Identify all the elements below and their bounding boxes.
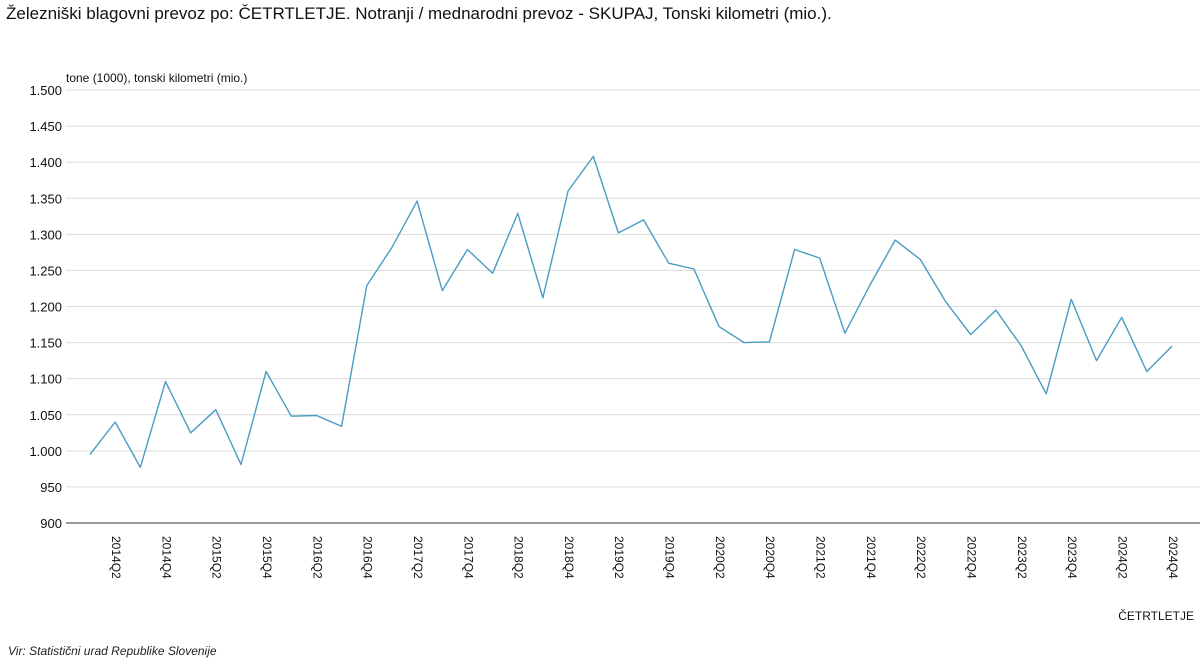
x-tick-label: 2016Q2 [310, 536, 324, 579]
y-axis-label: tone (1000), tonski kilometri (mio.) [66, 71, 247, 85]
data-point [816, 254, 824, 262]
x-tick-label: 2016Q4 [361, 536, 375, 579]
data-point [312, 411, 320, 419]
x-tick-label: 2018Q4 [562, 536, 576, 579]
data-point [187, 429, 195, 437]
y-tick-label: 950 [40, 480, 62, 495]
series-line [89, 155, 1173, 469]
chart-title: Železniški blagovni prevoz po: ČETRTLETJ… [6, 4, 832, 23]
x-tick-label: 2017Q2 [411, 536, 425, 579]
x-tick-label: 2015Q2 [210, 536, 224, 579]
data-point [338, 422, 346, 430]
data-point [765, 338, 773, 346]
y-tick-label: 1.050 [29, 408, 62, 423]
x-tick-label: 2020Q2 [713, 536, 727, 579]
data-point [463, 245, 471, 253]
x-tick-label: 2014Q4 [159, 536, 173, 579]
y-tick-label: 1.200 [29, 300, 62, 315]
data-point [489, 269, 497, 277]
x-tick-label: 2023Q4 [1065, 536, 1079, 579]
data-point [111, 418, 119, 426]
grid-lines [66, 89, 1200, 488]
data-point [237, 461, 245, 469]
x-tick-label: 2017Q4 [461, 536, 475, 579]
x-tick-label: 2018Q2 [512, 536, 526, 579]
y-tick-label: 900 [40, 516, 62, 531]
data-point [942, 297, 950, 305]
y-tick-label: 1.000 [29, 444, 62, 459]
x-axis-label: ČETRTLETJE [1118, 608, 1194, 623]
data-point [1017, 341, 1025, 349]
data-point [891, 236, 899, 244]
x-tick-label: 2024Q2 [1116, 536, 1130, 579]
source-note: Vir: Statistični urad Republike Slovenij… [8, 644, 217, 658]
data-point [262, 367, 270, 375]
x-tick-label: 2022Q2 [914, 536, 928, 579]
data-point [287, 412, 295, 420]
x-tick-label: 2021Q4 [864, 536, 878, 579]
data-point [665, 259, 673, 267]
data-point [690, 265, 698, 273]
x-tick-label: 2021Q2 [814, 536, 828, 579]
data-point [564, 187, 572, 195]
data-point [640, 216, 648, 224]
data-point [363, 282, 371, 290]
data-point [916, 256, 924, 264]
data-point [1042, 390, 1050, 398]
data-point [212, 406, 220, 414]
y-tick-label: 1.100 [29, 372, 62, 387]
data-point [614, 229, 622, 237]
data-point [86, 450, 94, 458]
data-point [1143, 367, 1151, 375]
data-point [715, 323, 723, 331]
y-tick-label: 1.400 [29, 155, 62, 170]
data-point [589, 152, 597, 160]
data-point [1093, 357, 1101, 365]
data-point [967, 331, 975, 339]
x-axis-ticks: 2014Q2 2014Q4 2015Q2 2015Q4 2016Q2 2016Q4 2017… [109, 536, 1180, 579]
y-tick-label: 1.450 [29, 119, 62, 134]
x-tick-label: 2022Q4 [965, 536, 979, 579]
data-point [388, 243, 396, 251]
x-tick-label: 2023Q2 [1015, 536, 1029, 579]
y-tick-label: 1.350 [29, 191, 62, 206]
x-tick-label: 2019Q2 [612, 536, 626, 579]
data-point [740, 339, 748, 347]
data-point [791, 245, 799, 253]
data-point [1067, 295, 1075, 303]
data-point [136, 463, 144, 471]
data-point [992, 306, 1000, 314]
y-tick-label: 1.150 [29, 336, 62, 351]
data-point [1118, 313, 1126, 321]
x-tick-label: 2020Q4 [763, 536, 777, 579]
x-tick-label: 2015Q4 [260, 536, 274, 579]
data-point [866, 281, 874, 289]
y-axis-ticks: 900 950 1.000 1.050 1.100 1.150 1.200 1.250 1.30… [29, 83, 62, 531]
y-tick-label: 1.500 [29, 83, 62, 98]
data-point [514, 209, 522, 217]
y-tick-label: 1.300 [29, 227, 62, 242]
x-tick-label: 2019Q4 [663, 536, 677, 579]
data-point [539, 294, 547, 302]
data-point [438, 287, 446, 295]
x-tick-label: 2014Q2 [109, 536, 123, 579]
data-point [161, 378, 169, 386]
y-tick-label: 1.250 [29, 263, 62, 278]
data-point [413, 197, 421, 205]
x-tick-label: 2024Q4 [1166, 536, 1180, 579]
series-group [86, 152, 1176, 471]
data-point [1168, 342, 1176, 350]
data-point [841, 329, 849, 337]
